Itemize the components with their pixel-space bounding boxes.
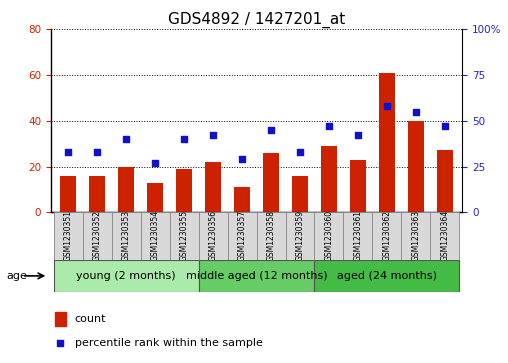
Text: GSM1230359: GSM1230359: [296, 209, 304, 261]
Bar: [54, 212, 83, 260]
Text: GSM1230360: GSM1230360: [325, 209, 333, 261]
Bar: [89, 176, 105, 212]
Text: age: age: [7, 271, 27, 281]
Text: GSM1230355: GSM1230355: [180, 209, 188, 261]
Text: GSM1230353: GSM1230353: [121, 209, 131, 261]
Bar: [314, 212, 343, 260]
Bar: [343, 212, 372, 260]
Point: [354, 132, 362, 138]
Point: [412, 109, 420, 114]
Point: [267, 127, 275, 133]
Bar: [314, 260, 459, 292]
Bar: [408, 121, 424, 212]
Bar: [55, 311, 66, 326]
Bar: [176, 169, 192, 212]
Point: [325, 123, 333, 129]
Point: [383, 103, 391, 109]
Point: [151, 160, 159, 166]
Text: GSM1230362: GSM1230362: [383, 209, 392, 261]
Bar: [292, 176, 308, 212]
Bar: [321, 146, 337, 212]
Text: GSM1230354: GSM1230354: [150, 209, 160, 261]
Text: GSM1230352: GSM1230352: [92, 209, 102, 261]
Text: percentile rank within the sample: percentile rank within the sample: [75, 338, 263, 348]
Bar: [205, 162, 221, 212]
Text: GSM1230363: GSM1230363: [411, 209, 421, 261]
Text: GSM1230357: GSM1230357: [238, 209, 246, 261]
Bar: [199, 260, 314, 292]
Bar: [350, 160, 366, 212]
Text: GSM1230361: GSM1230361: [354, 209, 363, 261]
Bar: [430, 212, 459, 260]
Bar: [234, 187, 250, 212]
Text: GSM1230358: GSM1230358: [267, 209, 275, 261]
Point: [64, 149, 72, 155]
Point: [349, 217, 357, 223]
Point: [122, 136, 130, 142]
Bar: [401, 212, 430, 260]
Bar: [54, 260, 199, 292]
Bar: [147, 183, 163, 212]
Point: [238, 156, 246, 162]
Bar: [379, 73, 395, 212]
Bar: [141, 212, 170, 260]
Bar: [263, 153, 279, 212]
Bar: [372, 212, 401, 260]
Text: GSM1230364: GSM1230364: [440, 209, 450, 261]
Text: GSM1230351: GSM1230351: [64, 209, 73, 261]
Point: [93, 149, 101, 155]
Text: aged (24 months): aged (24 months): [337, 271, 437, 281]
Bar: [170, 212, 199, 260]
Bar: [60, 176, 76, 212]
Bar: [285, 212, 314, 260]
Text: middle aged (12 months): middle aged (12 months): [186, 271, 327, 281]
Point: [180, 136, 188, 142]
Text: GSM1230356: GSM1230356: [209, 209, 217, 261]
Bar: [83, 212, 112, 260]
Point: [441, 123, 449, 129]
Bar: [118, 167, 134, 212]
Bar: [228, 212, 257, 260]
Text: young (2 months): young (2 months): [76, 271, 176, 281]
Point: [209, 132, 217, 138]
Bar: [199, 212, 228, 260]
Point: [296, 149, 304, 155]
Bar: [112, 212, 141, 260]
Title: GDS4892 / 1427201_at: GDS4892 / 1427201_at: [168, 12, 345, 28]
Bar: [257, 212, 285, 260]
Text: count: count: [75, 314, 106, 324]
Bar: [437, 151, 453, 212]
